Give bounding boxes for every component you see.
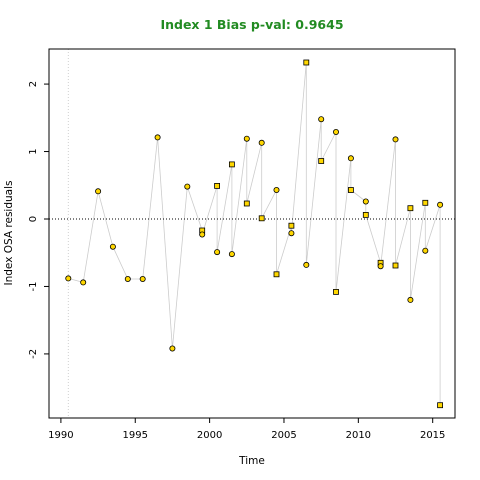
x-tick-label-1995: 1995 (123, 430, 148, 441)
data-point-square-16 (243, 200, 250, 207)
data-point-circle-41 (437, 201, 444, 208)
data-point-circle-17 (258, 139, 265, 146)
data-point-square-21 (288, 222, 295, 229)
x-tick-label-2005: 2005 (271, 430, 296, 441)
data-point-circle-19 (273, 186, 280, 193)
data-point-square-20 (273, 271, 280, 278)
data-point-circle-29 (347, 155, 354, 162)
data-point-circle-24 (303, 261, 310, 268)
y-tick-label--1: -1 (28, 282, 39, 292)
data-point-circle-10 (199, 231, 206, 238)
plot-area: 1990 1995 2000 2005 2010 2015 -2 -1 0 1 2 (28, 48, 456, 441)
y-tick-label-1: 1 (28, 148, 39, 154)
y-tick-label--2: -2 (28, 349, 39, 359)
data-point-square-32 (362, 211, 369, 218)
data-point-square-23 (303, 59, 310, 66)
data-point-square-37 (407, 205, 414, 212)
data-point-circle-5 (139, 275, 146, 282)
data-point-square-36 (392, 262, 399, 269)
data-point-circle-31 (362, 198, 369, 205)
x-tick-label-2000: 2000 (197, 430, 222, 441)
data-point-circle-6 (154, 134, 161, 141)
data-point-square-18 (258, 215, 265, 222)
data-point-circle-12 (214, 249, 221, 256)
data-point-square-28 (333, 288, 339, 295)
data-point-circle-0 (65, 275, 72, 282)
data-point-circle-3 (109, 243, 116, 250)
data-point-circle-22 (288, 230, 295, 237)
data-point-circle-2 (95, 188, 102, 195)
data-point-circle-1 (80, 279, 87, 286)
plot-frame (48, 48, 456, 419)
data-point-circle-34 (377, 263, 384, 270)
y-tick-label-2: 2 (28, 81, 39, 87)
data-point-circle-25 (318, 116, 325, 123)
residual-connector-line (68, 62, 441, 406)
data-point-circle-27 (332, 128, 339, 135)
data-point-square-11 (214, 182, 221, 189)
data-point-circle-7 (169, 345, 176, 352)
data-point-circle-35 (392, 136, 399, 143)
data-point-circle-8 (184, 183, 191, 190)
x-tick-label-2015: 2015 (420, 430, 445, 441)
data-point-square-26 (318, 158, 325, 164)
data-point-circle-40 (422, 247, 429, 254)
x-tick-label-2010: 2010 (346, 430, 371, 441)
data-point-circle-38 (407, 296, 414, 303)
data-point-square-13 (228, 161, 235, 168)
data-point-square-39 (422, 199, 429, 206)
data-point-circle-15 (243, 135, 250, 142)
x-tick-label-1990: 1990 (48, 430, 73, 441)
x-axis-label: Time (238, 455, 265, 467)
data-point-circle-4 (124, 275, 131, 282)
data-point-square-42 (437, 402, 444, 409)
y-axis-label: Index OSA residuals (3, 181, 15, 286)
data-point-circle-14 (228, 251, 235, 258)
chart-title: Index 1 Bias p-val: 0.9645 (160, 17, 343, 32)
y-tick-label-0: 0 (28, 216, 39, 222)
data-point-square-30 (347, 187, 354, 193)
